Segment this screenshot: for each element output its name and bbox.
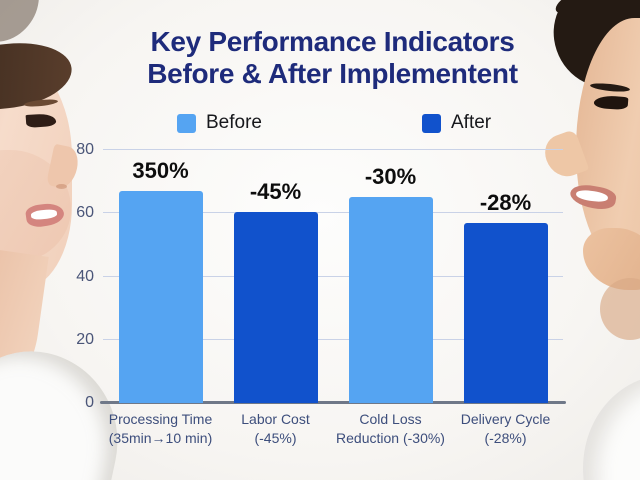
- category-label: Delivery Cycle (-28%): [460, 411, 551, 446]
- category-label: Cold Loss Reduction (-30%): [336, 411, 445, 446]
- bar-value-label: 350%: [132, 158, 189, 184]
- gridline-80: [103, 149, 563, 150]
- y-tick-label-40: 40: [76, 267, 94, 285]
- x-axis-labels: Processing Time (35min→10 min) Labor Cost(…: [103, 410, 563, 454]
- gridline-20: [103, 338, 563, 340]
- bar-cold-loss: [348, 197, 433, 403]
- legend-item-before: Before: [177, 112, 262, 134]
- category-label: Processing Time (35min→10 min): [108, 411, 213, 446]
- legend-label-after: After: [451, 112, 492, 133]
- category-label: Labor Cost (-45%): [241, 411, 310, 446]
- chart-title-line-1: Key Performance Indicators: [150, 26, 515, 57]
- chart-title: Key Performance Indicators Before & Afte…: [30, 26, 635, 90]
- gridline-60: [103, 212, 563, 214]
- bar-value-label: -28%: [479, 189, 532, 215]
- legend-item-after: After: [422, 112, 491, 134]
- gridline-40: [103, 275, 563, 277]
- before-color-swatch: [177, 113, 196, 133]
- bar-labor-cost: [233, 211, 318, 403]
- plot-area: 350% -45% -30% -28%: [100, 149, 566, 404]
- bar-processing-time: [118, 191, 203, 403]
- legend-label-before: Before: [206, 112, 262, 133]
- x-axis-line: [100, 401, 566, 404]
- y-axis: 0 20 40 60 80: [52, 141, 94, 411]
- woman-nostril: [56, 184, 67, 189]
- y-tick-label-60: 60: [76, 204, 94, 222]
- y-tick-label-0: 0: [85, 394, 94, 411]
- bar-delivery-cycle: [463, 222, 548, 403]
- y-tick-label-20: 20: [76, 330, 94, 348]
- left-person-photo: [0, 0, 135, 480]
- legend: Before After: [0, 112, 640, 134]
- right-person-photo: [528, 0, 640, 480]
- y-tick-label-80: 80: [76, 141, 94, 158]
- after-color-swatch: [422, 113, 441, 133]
- man-neck-shadow: [600, 278, 640, 340]
- bar-value-label: -45%: [249, 178, 302, 204]
- bar-value-label: -30%: [364, 164, 417, 190]
- chart-title-line-2: Before & After Implementent: [147, 58, 518, 89]
